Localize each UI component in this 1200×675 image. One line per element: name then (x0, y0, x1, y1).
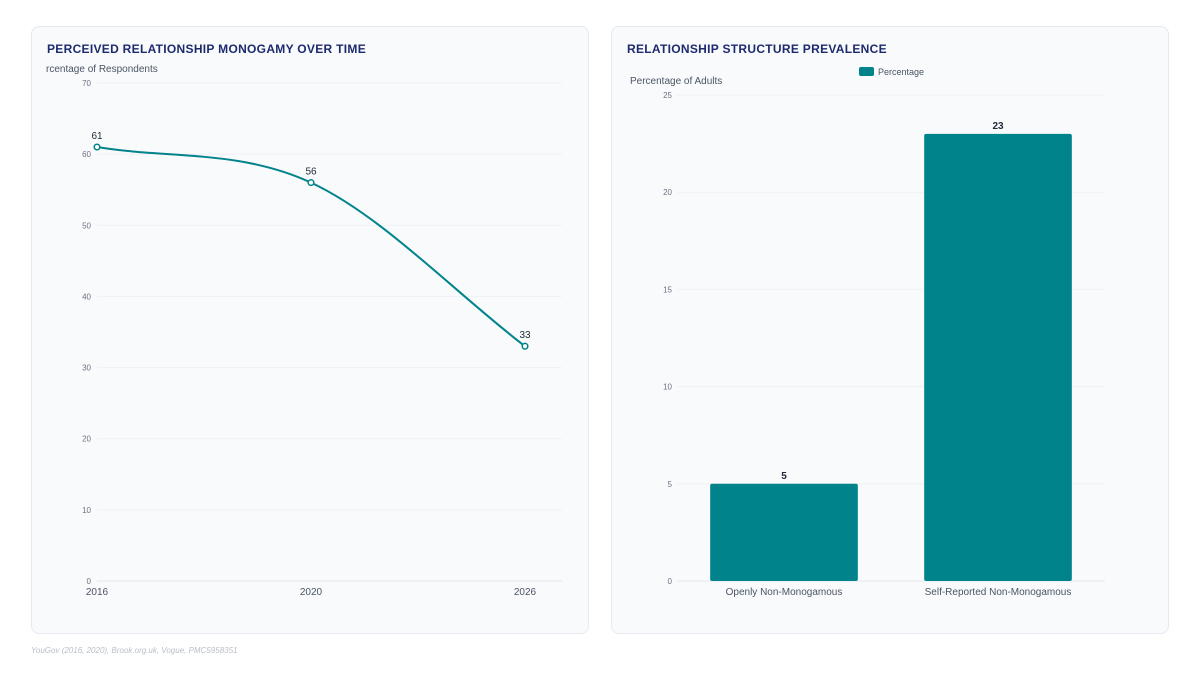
bar-chart-bar (710, 483, 858, 581)
bar-chart-x-tick: Openly Non-Monogamous (726, 587, 843, 598)
bar-chart-y-tick: 25 (663, 91, 672, 100)
bar-chart-y-tick: 20 (663, 188, 672, 197)
line-chart-point (521, 342, 529, 350)
line-chart: rcentage of Respondents 0 10 20 30 40 50 60 70 20… (46, 64, 562, 598)
line-chart-y-tick: 30 (82, 364, 91, 373)
line-chart-x-tick: 2020 (300, 587, 323, 598)
line-chart-y-tick: 70 (82, 79, 91, 88)
bar-chart-y-axis-label: Percentage of Adults (630, 76, 722, 87)
bar-chart-legend-swatch (859, 67, 874, 76)
bar-chart-y-tick: 5 (668, 480, 673, 489)
line-chart-title: PERCEIVED RELATIONSHIP MONOGAMY OVER TIM… (47, 42, 367, 56)
bar-chart-x-tick: Self-Reported Non-Monogamous (925, 587, 1072, 598)
bar-chart-y-tick: 0 (668, 577, 673, 586)
bar-chart-title: RELATIONSHIP STRUCTURE PREVALENCE (627, 42, 887, 56)
bar-chart-y-tick: 15 (663, 285, 672, 294)
bar-chart-legend-label: Percentage (878, 67, 924, 77)
line-chart-y-tick: 0 (87, 577, 92, 586)
line-chart-data-label: 56 (305, 167, 317, 178)
line-chart-y-tick: 40 (82, 292, 91, 301)
bar-chart-card: RELATIONSHIP STRUCTURE PREVALENCE Percen… (611, 26, 1169, 634)
bar-chart-y-tick: 10 (663, 383, 672, 392)
bar-chart-data-label: 5 (781, 471, 787, 482)
source-note: YouGov (2016, 2020), Brook.org.uk, Vogue… (31, 646, 238, 655)
line-chart-y-tick: 20 (82, 435, 91, 444)
bar-chart-bar (924, 133, 1072, 581)
bar-chart-data-label: 23 (992, 121, 1004, 132)
line-chart-y-axis-label: rcentage of Respondents (46, 64, 158, 75)
line-chart-y-tick: 50 (82, 221, 91, 230)
line-chart-y-tick: 60 (82, 150, 91, 159)
line-chart-x-tick: 2016 (86, 587, 109, 598)
line-chart-point (307, 179, 315, 187)
bar-chart: Percentage of Adults Percentage 0 5 10 15 20 25… (630, 67, 1105, 598)
line-chart-card: PERCEIVED RELATIONSHIP MONOGAMY OVER TIM… (31, 26, 589, 634)
line-chart-point (93, 143, 101, 151)
line-chart-x-tick: 2026 (514, 587, 537, 598)
line-chart-data-label: 33 (519, 330, 531, 341)
line-chart-y-tick: 10 (82, 506, 91, 515)
line-chart-data-label: 61 (91, 131, 103, 142)
